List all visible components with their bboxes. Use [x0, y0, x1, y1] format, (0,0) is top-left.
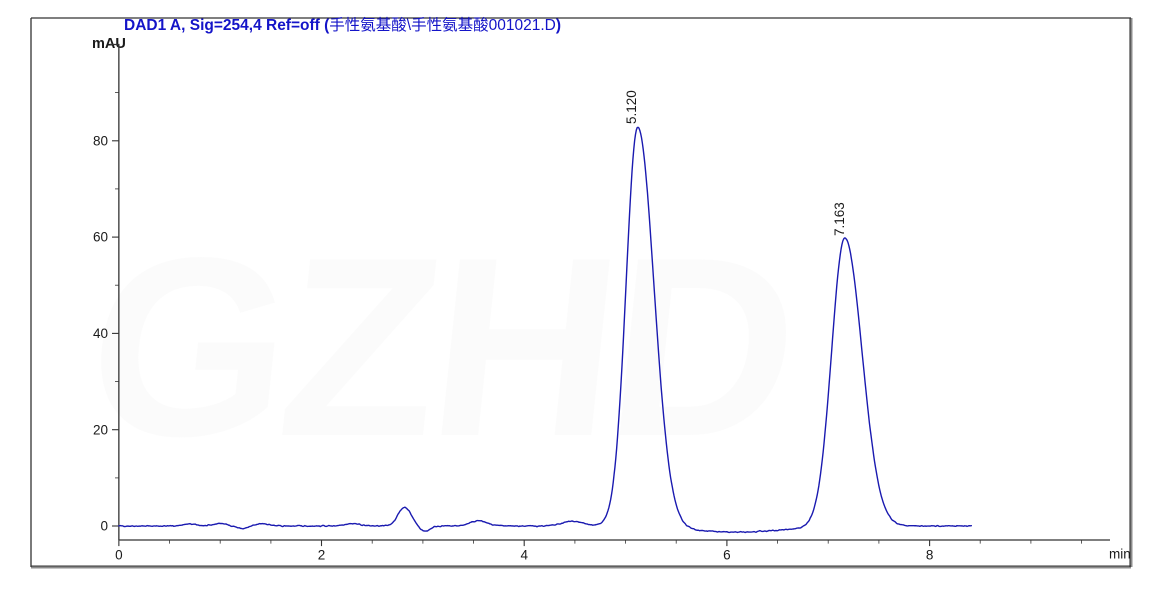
svg-text:GZHD: GZHD [77, 206, 805, 490]
svg-text:20: 20 [93, 422, 108, 437]
svg-text:6: 6 [723, 548, 731, 563]
svg-text:40: 40 [93, 326, 108, 341]
svg-text:mAU: mAU [92, 36, 126, 52]
svg-text:80: 80 [93, 133, 108, 148]
svg-text:0: 0 [100, 519, 108, 534]
svg-text:4: 4 [520, 548, 528, 563]
svg-text:8: 8 [926, 548, 934, 563]
svg-text:2: 2 [318, 548, 326, 563]
svg-text:5.120: 5.120 [624, 90, 639, 124]
svg-text:7.163: 7.163 [832, 202, 847, 236]
svg-text:min: min [1109, 547, 1131, 562]
svg-text:60: 60 [93, 230, 108, 245]
svg-text:0: 0 [115, 548, 123, 563]
svg-text:DAD1 A, Sig=254,4 Ref=off (手性氨: DAD1 A, Sig=254,4 Ref=off (手性氨基酸\手性氨基酸00… [124, 16, 561, 34]
